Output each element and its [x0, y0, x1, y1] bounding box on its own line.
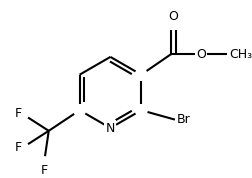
Text: O: O [167, 10, 177, 23]
Text: F: F [14, 141, 21, 154]
Text: Br: Br [176, 113, 190, 126]
Text: F: F [14, 108, 21, 121]
Text: N: N [105, 122, 115, 135]
Text: O: O [195, 48, 205, 61]
Text: F: F [40, 164, 47, 177]
Text: CH₃: CH₃ [228, 48, 251, 61]
